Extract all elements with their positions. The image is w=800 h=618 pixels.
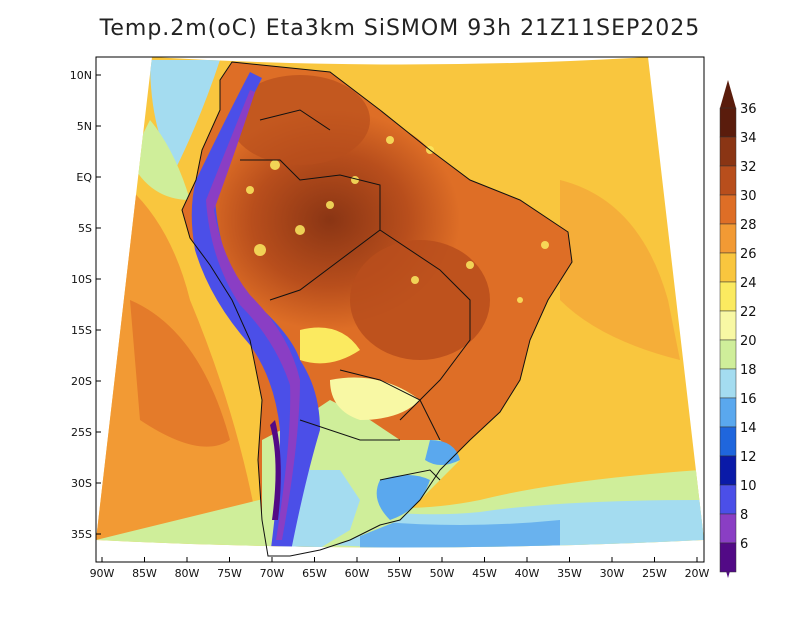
colorbar-label: 22 <box>740 305 757 320</box>
colorbar-label: 20 <box>740 334 757 349</box>
lat-tick-label: 5S <box>78 222 92 235</box>
lon-tick-label: 35W <box>557 567 582 580</box>
colorbar-label: 24 <box>740 276 757 291</box>
lon-tick-label: 70W <box>260 567 285 580</box>
colorbar-label: 34 <box>740 131 757 146</box>
colorbar-swatch <box>719 397 737 428</box>
color-legend: 36 34 32 30 28 26 24 22 20 18 16 14 12 10 8 6 <box>719 80 757 578</box>
lat-tick-label: 10N <box>70 69 92 82</box>
country-borders <box>181 61 573 557</box>
colorbar-label: 18 <box>740 363 757 378</box>
colorbar-label: 8 <box>740 508 748 523</box>
colorbar-label: 10 <box>740 479 757 494</box>
lon-tick-label: 25W <box>642 567 667 580</box>
lat-tick-label: 10S <box>71 273 92 286</box>
south-america-land <box>182 62 572 548</box>
lat-tick-label: 20S <box>71 375 92 388</box>
lat-tick-label: 5N <box>77 120 92 133</box>
lat-tick-label: 25S <box>71 426 92 439</box>
lat-tick-label: 35S <box>71 528 92 541</box>
colorbar-label: 12 <box>740 450 757 465</box>
lat-tick-label: 30S <box>71 477 92 490</box>
lon-tick-label: 65W <box>302 567 327 580</box>
colorbar-swatch <box>719 223 737 254</box>
lat-tick-label: EQ <box>76 171 92 184</box>
colorbar-swatch <box>719 368 737 399</box>
lon-tick-label: 45W <box>472 567 497 580</box>
colorbar-swatch <box>719 513 737 544</box>
map-title: Temp.2m(oC) Eta3km SiSMOM 93h 21Z11SEP20… <box>99 16 701 41</box>
colorbar-label: 28 <box>740 218 757 233</box>
lat-tick-label: 15S <box>71 324 92 337</box>
colorbar-swatch <box>719 339 737 370</box>
colorbar-label: 30 <box>740 189 757 204</box>
lon-tick-label: 55W <box>387 567 412 580</box>
lon-tick-label: 80W <box>175 567 200 580</box>
lon-tick-label: 85W <box>132 567 157 580</box>
colorbar-swatch <box>719 194 737 225</box>
colorbar-swatch <box>719 107 737 138</box>
colorbar-swatch <box>719 455 737 486</box>
colorbar-label: 6 <box>740 537 748 552</box>
colorbar-label: 14 <box>740 421 757 436</box>
colorbar-label: 32 <box>740 160 757 175</box>
colorbar-swatch <box>719 281 737 312</box>
colorbar-swatch <box>719 426 737 457</box>
colorbar-swatch <box>719 542 737 573</box>
colorbar-label: 36 <box>740 102 757 117</box>
colorbar-label: 26 <box>740 247 757 262</box>
lon-tick-label: 75W <box>217 567 242 580</box>
lon-tick-label: 60W <box>345 567 370 580</box>
colorbar-swatch <box>719 484 737 515</box>
lon-tick-label: 50W <box>430 567 455 580</box>
latitude-axis: 10N 5N EQ 5S 10S 15S 20S 25S 30S 35S <box>70 69 101 541</box>
colorbar-swatch <box>719 310 737 341</box>
colorbar-max-arrow <box>720 80 736 108</box>
colorbar-swatch <box>719 136 737 167</box>
lon-tick-label: 30W <box>600 567 625 580</box>
colorbar-label: 16 <box>740 392 757 407</box>
colorbar-swatch <box>719 165 737 196</box>
lon-tick-label: 20W <box>685 567 710 580</box>
colorbar-swatch <box>719 252 737 283</box>
lon-tick-label: 40W <box>515 567 540 580</box>
lon-tick-label: 90W <box>90 567 115 580</box>
longitude-axis: 90W 85W 80W 75W 70W 65W 60W 55W 50W 45W 40W 35W 30W 2… <box>90 557 710 580</box>
